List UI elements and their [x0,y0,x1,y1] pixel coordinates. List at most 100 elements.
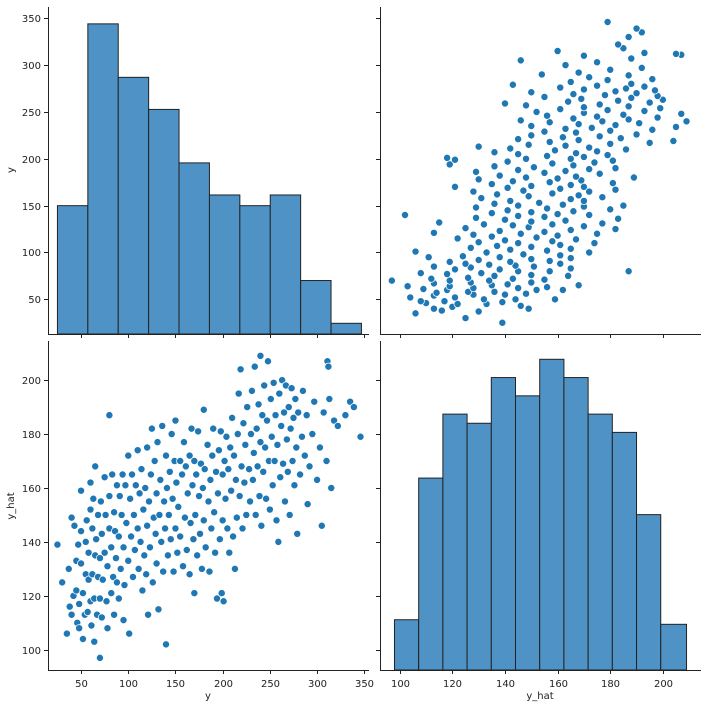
scatter-point [640,48,649,57]
scatter-point [564,97,573,106]
scatter-point [96,497,105,506]
scatter-point [211,548,220,557]
scatter-point [236,365,245,374]
scatter-point [221,494,230,503]
scatter-point [574,68,583,77]
scatter-point [78,589,87,598]
scatter-point [451,155,459,164]
scatter-point [95,554,104,563]
scatter-point [514,284,523,293]
scatter-point [219,597,228,606]
scatter-point [527,270,536,279]
scatter-point [624,115,633,124]
scatter-point [121,481,130,490]
scatter-point [640,107,649,115]
scatter-point [503,206,512,215]
scatter-point [532,107,541,116]
scatter-point [490,271,499,280]
scatter-point [317,521,326,530]
scatter-point [131,481,140,490]
histogram-bar [515,395,541,671]
scatter-point [579,51,588,60]
scatter-point [100,473,109,482]
scatter-point [514,239,523,248]
scatter-point [109,572,118,581]
scatter-point [182,546,191,554]
scatter-point [271,411,280,420]
scatter-point [527,278,536,287]
scatter-point [561,166,570,175]
scatter-point [548,159,557,168]
scatter-point [608,156,617,165]
scatter-point [574,191,583,200]
scatter-point [95,653,104,662]
x-ticks: 100 120 140 160 180 200 [391,670,673,690]
scatter-point [514,150,523,159]
scatter-point [540,275,549,284]
scatter-point [669,137,678,145]
scatter-point [107,589,116,598]
scatter-point [598,117,607,126]
histogram-bar [87,23,119,335]
scatter-point [590,239,599,248]
scatter-point [164,510,173,519]
y-tick-label: 200 [22,376,41,387]
scatter-point [614,96,623,105]
histogram-bar [636,514,662,671]
scatter-point [143,443,152,452]
scatter-point [603,106,612,115]
scatter-point [632,89,641,98]
scatter-point [558,285,567,294]
scatter-point [632,130,641,139]
x-tick-label: 120 [443,679,462,690]
scatter-point [87,621,96,630]
scatter-point [240,478,249,487]
scatter-point [77,527,86,536]
scatter-point [600,91,609,100]
scatter-point [585,165,594,174]
scatter-point [498,318,507,327]
scatter-point [140,551,149,560]
scatter-point [479,220,488,229]
scatter-point [590,158,599,167]
scatter-point [469,230,478,239]
y-axis-label: y [6,167,17,173]
scatter-point [193,551,202,560]
scatter-point [188,481,197,490]
y-tick-label: 140 [22,538,41,549]
scatter-point [112,481,121,490]
y-ticks: 50 100 150 200 250 300 350 [22,14,48,306]
scatter-point [416,269,425,278]
scatter-point [274,537,283,546]
scatter-point [611,225,620,234]
scatter-point [191,510,200,519]
scatter-point [566,154,575,163]
scatter-point [548,220,557,229]
scatter-point [682,117,691,126]
scatter-point [535,198,544,207]
scatter-point [566,226,575,234]
scatter-point [561,216,570,225]
scatter-point [540,127,549,136]
scatter-point [229,532,238,541]
scatter-point [282,435,291,444]
scatter-point [532,285,541,294]
scatter-point [516,116,525,125]
scatter-point [527,131,536,140]
scatter-point [443,270,452,279]
scatter-point [153,438,162,447]
y_hat-histogram-bars [393,358,688,671]
scatter-point [474,142,483,151]
scatter-point [556,251,565,260]
scatter-point [171,416,180,425]
scatter-point [349,403,358,412]
scatter-point [218,516,227,525]
scatter-point [624,102,633,111]
scatter-point [482,248,491,257]
scatter-point [656,104,665,113]
scatter-point [277,421,286,430]
scatter-point [173,548,182,557]
scatter-point [284,403,293,412]
scatter-point [297,432,306,441]
scatter-point [174,502,183,511]
